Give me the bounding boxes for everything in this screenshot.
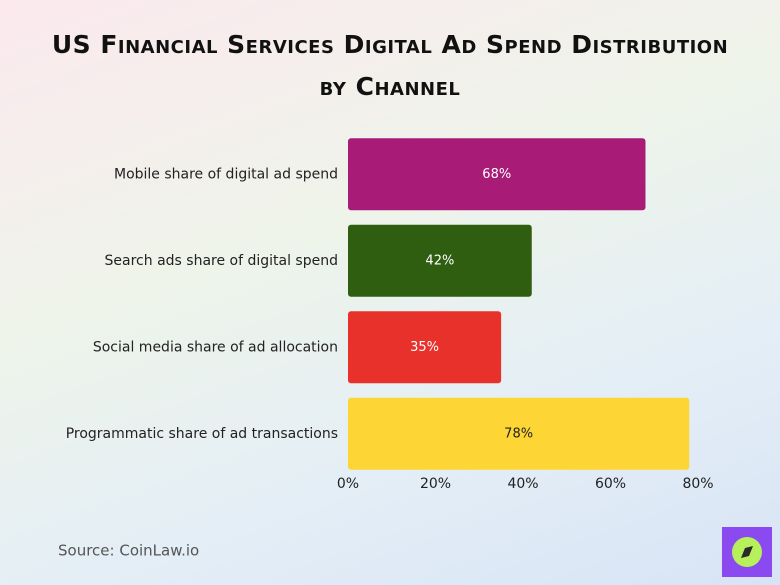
value-label: 35% (410, 340, 439, 355)
bar (348, 397, 690, 470)
source: Source: CoinLaw.io (58, 542, 199, 560)
chart-title: US Financial Services Digital Ad Spend D… (51, 30, 729, 101)
value-label: 68% (482, 167, 511, 182)
logo-needle (741, 546, 753, 558)
x-tick-label: 20% (420, 476, 451, 492)
logo (722, 527, 772, 577)
y-tick-label: Search ads share of digital spend (105, 253, 338, 269)
x-tick-label: 60% (595, 476, 626, 492)
x-tick-label: 0% (337, 476, 359, 492)
value-label: 78% (504, 426, 533, 441)
bar (348, 138, 646, 211)
x-tick-label: 80% (682, 476, 713, 492)
x-tick-label: 40% (507, 476, 538, 492)
value-label: 42% (425, 253, 454, 268)
y-tick-label: Mobile share of digital ad spend (114, 166, 338, 182)
bar (348, 224, 532, 297)
y-tick-label: Social media share of ad allocation (93, 339, 338, 355)
y-tick-label: Programmatic share of ad transactions (66, 426, 338, 442)
bar (348, 311, 502, 384)
